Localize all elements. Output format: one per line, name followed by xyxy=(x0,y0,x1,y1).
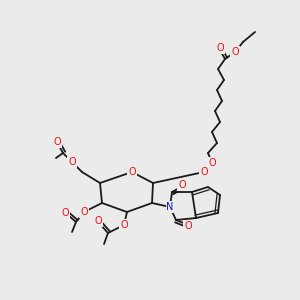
Text: O: O xyxy=(128,167,136,177)
Text: O: O xyxy=(61,208,69,218)
Text: O: O xyxy=(216,43,224,53)
Text: O: O xyxy=(120,220,128,230)
Text: O: O xyxy=(80,207,88,217)
Text: O: O xyxy=(53,137,61,147)
Text: O: O xyxy=(231,47,239,57)
Text: O: O xyxy=(200,167,208,177)
Text: O: O xyxy=(94,216,102,226)
Text: O: O xyxy=(184,221,192,231)
Text: N: N xyxy=(166,202,174,212)
Text: O: O xyxy=(208,158,216,168)
Text: O: O xyxy=(178,180,186,190)
Text: O: O xyxy=(68,157,76,167)
